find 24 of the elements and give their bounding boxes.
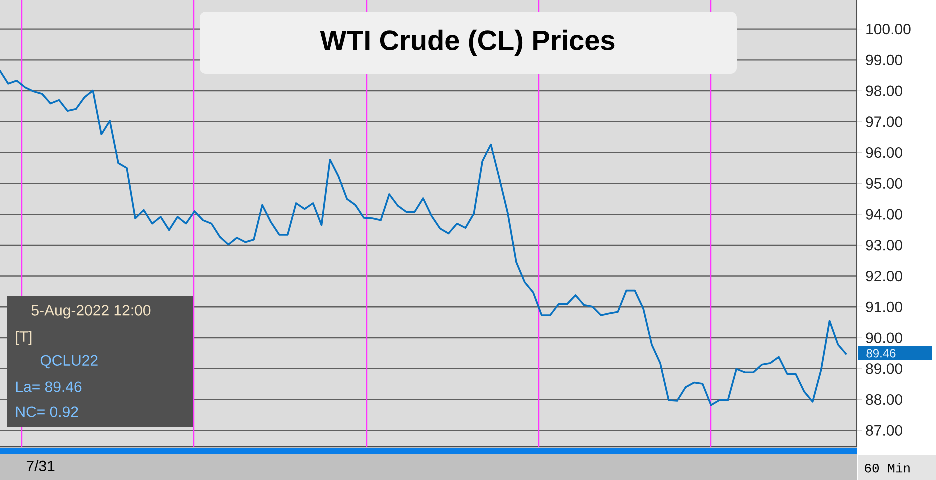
y-tick-label: 96.00 bbox=[866, 148, 902, 158]
y-tick-label: 89.00 bbox=[866, 364, 902, 374]
text: 89.46 bbox=[866, 349, 896, 358]
y-tick-label: 92.00 bbox=[866, 270, 902, 282]
annotation: NC= 0.92 bbox=[16, 406, 78, 418]
y-tick-label: 87.00 bbox=[866, 425, 902, 436]
y-tick-label: 95.00 bbox=[866, 178, 902, 189]
text: WTI Crude (CL) Prices bbox=[320, 30, 615, 56]
text: 7/31 bbox=[26, 460, 55, 472]
y-tick-label: 100.00 bbox=[866, 24, 911, 35]
annotation: [T] bbox=[16, 331, 32, 345]
annotation: QCLU22 bbox=[40, 355, 98, 369]
y-tick-label: 91.00 bbox=[866, 302, 902, 312]
y-tick-label: 90.00 bbox=[866, 332, 902, 344]
y-tick-label: 93.00 bbox=[866, 240, 902, 251]
y-tick-label: 99.00 bbox=[866, 54, 902, 66]
y-tick-label: 94.00 bbox=[866, 209, 902, 220]
y-tick-label: 97.00 bbox=[866, 116, 902, 128]
text: 60 Min bbox=[865, 463, 910, 473]
annotation: 5-Aug-2022 12:00 bbox=[32, 305, 151, 319]
annotation: La= 89.46 bbox=[16, 382, 82, 392]
line-series bbox=[0, 70, 848, 406]
y-tick-label: 98.00 bbox=[866, 86, 902, 96]
y-tick-label: 88.00 bbox=[866, 394, 902, 406]
